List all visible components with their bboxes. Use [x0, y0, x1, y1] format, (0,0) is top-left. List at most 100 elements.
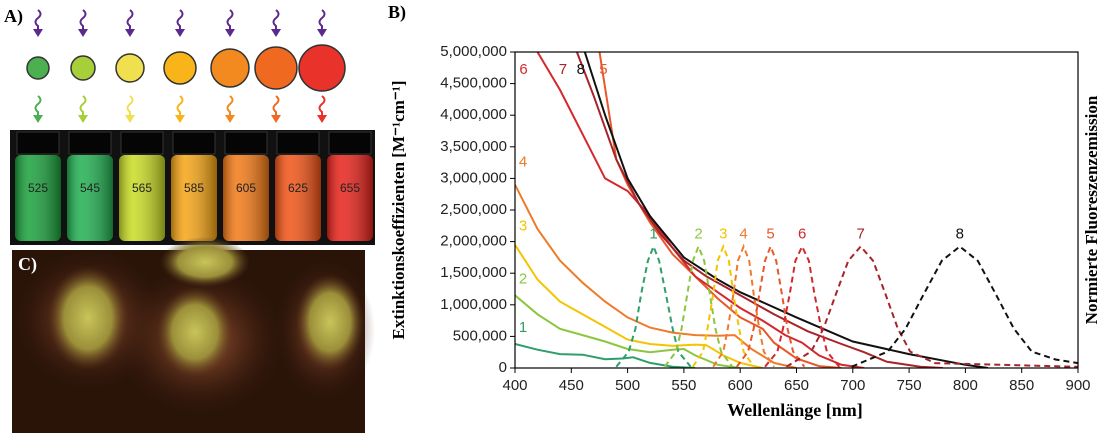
vial-shine: [275, 155, 321, 241]
plot-frame: [514, 51, 1079, 369]
panel-label: C): [18, 254, 37, 275]
wavy-arrow: [318, 9, 326, 34]
series-line: [663, 243, 734, 368]
arrow-head: [33, 29, 43, 37]
wavy-arrow: [79, 95, 87, 120]
x-tick-label: 800: [953, 377, 978, 394]
vial-cap: [276, 131, 320, 155]
series-label: 6: [798, 225, 806, 242]
x-tick-label: 550: [671, 377, 696, 394]
wavy-arrow: [272, 95, 280, 120]
nanocrystal: [210, 48, 250, 88]
x-tick-label: 900: [1065, 377, 1090, 394]
y-tick-label: 0: [499, 359, 507, 376]
y-tick-label: 5,000,000: [440, 43, 507, 60]
wavy-arrow: [226, 9, 234, 34]
vial-shine: [119, 155, 165, 241]
series-label: 7: [857, 225, 865, 242]
series-label: 8: [956, 225, 964, 242]
y-tick-label: 500,000: [453, 327, 507, 344]
series-label: 4: [519, 154, 527, 171]
vial-label: 625: [288, 181, 308, 195]
arrow-head: [33, 115, 43, 123]
wavy-arrow: [226, 95, 234, 120]
arrow-head: [271, 115, 281, 123]
x-tick-label: 700: [840, 377, 865, 394]
series-line: [536, 52, 865, 368]
vial-shine: [67, 155, 113, 241]
wavy-arrow: [126, 95, 134, 120]
y-tick-label: 3,500,000: [440, 138, 507, 155]
y-tick-label: 2,000,000: [440, 233, 507, 250]
arrow-head: [175, 29, 185, 37]
vial-cap: [16, 131, 60, 155]
wavy-arrow: [176, 95, 184, 120]
arrow-head: [78, 29, 88, 37]
series-line: [615, 243, 692, 368]
x-tick-label: 750: [897, 377, 922, 394]
series-label: 1: [649, 225, 657, 242]
arrow-head: [175, 115, 185, 123]
series-label: 6: [519, 61, 527, 78]
panel-a: A) 525 545 565 585 605 625 655: [4, 6, 375, 245]
vial-label: 585: [184, 181, 204, 195]
vial-shine: [171, 155, 217, 241]
series-line: [515, 184, 797, 368]
x-tick-label: 500: [615, 377, 640, 394]
x-tick-label: 600: [728, 377, 753, 394]
nucleus: [48, 266, 128, 370]
vial-cap: [328, 131, 372, 155]
vial-cap: [120, 131, 164, 155]
panel-label: B): [388, 2, 406, 23]
wavy-arrow: [272, 9, 280, 34]
series-label: 1: [519, 319, 527, 336]
wavy-arrow: [34, 9, 42, 34]
series-line: [515, 343, 696, 368]
panel-b: B) Wellenlänge [nm] Extinktionskoeffizie…: [388, 2, 1101, 420]
vial-cap: [172, 131, 216, 155]
x-tick-label: 400: [502, 377, 527, 394]
arrow-head: [317, 115, 327, 123]
wavy-arrow: [34, 95, 42, 120]
nanocrystal: [26, 56, 50, 80]
series-line: [735, 243, 806, 368]
arrow-head: [125, 115, 135, 123]
y2-axis-label: Normierte Fluoreszenzemission: [1082, 95, 1101, 324]
wavy-arrow: [318, 95, 326, 120]
nanocrystal: [70, 55, 96, 81]
y-tick-label: 1,000,000: [440, 296, 507, 313]
vial-cap: [68, 131, 112, 155]
series-label: 3: [519, 218, 527, 235]
series-label: 4: [739, 225, 747, 242]
series-line: [692, 243, 755, 368]
y-tick-label: 1,500,000: [440, 264, 507, 281]
vial-label: 565: [132, 181, 152, 195]
nanocrystal: [298, 44, 346, 92]
nucleus: [157, 287, 233, 377]
y-tick-label: 2,500,000: [440, 201, 507, 218]
wavy-arrow: [126, 9, 134, 34]
series-label: 2: [519, 270, 527, 287]
vial-shine: [15, 155, 61, 241]
series-label: 7: [559, 61, 567, 78]
arrow-head: [317, 29, 327, 37]
nanocrystal: [115, 53, 145, 83]
x-axis-label: Wellenlänge [nm]: [727, 400, 863, 420]
nanocrystal: [254, 46, 298, 90]
series-line: [764, 244, 841, 368]
arrow-head: [125, 29, 135, 37]
wavy-arrow: [176, 9, 184, 34]
series-label: 3: [719, 225, 727, 242]
arrow-head: [78, 115, 88, 123]
vial-shine: [223, 155, 269, 241]
vial-label: 605: [236, 181, 256, 195]
nanocrystal: [163, 51, 197, 85]
series-label: 5: [599, 61, 607, 78]
vial-label: 655: [340, 181, 360, 195]
arrow-head: [225, 29, 235, 37]
series-label: 2: [694, 225, 702, 242]
nucleus: [296, 274, 364, 370]
vial-shine: [327, 155, 373, 241]
x-tick-label: 650: [784, 377, 809, 394]
